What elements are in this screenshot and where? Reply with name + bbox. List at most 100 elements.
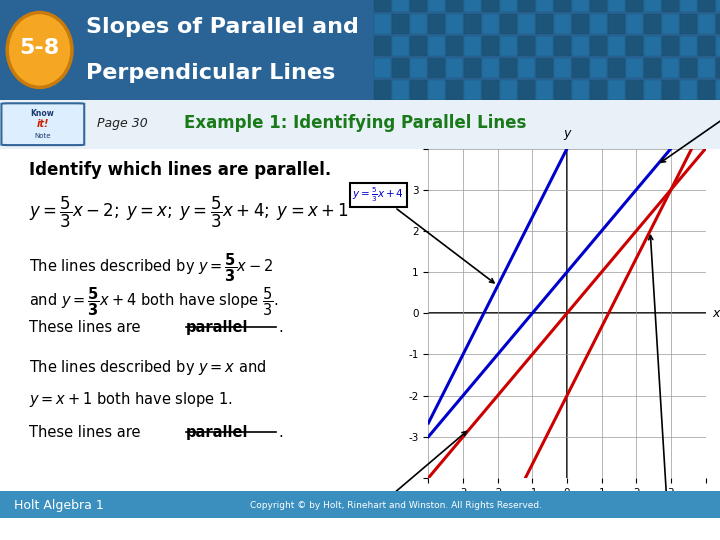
Bar: [572, 0, 589, 12]
Text: $y = x + 1$ both have slope 1.: $y = x + 1$ both have slope 1.: [29, 390, 233, 409]
Bar: [554, 14, 571, 34]
Bar: [662, 80, 679, 100]
Bar: [482, 14, 499, 34]
Bar: [374, 58, 391, 78]
Bar: [500, 58, 517, 78]
Bar: [410, 0, 427, 12]
Text: Slopes of Parallel and: Slopes of Parallel and: [86, 17, 359, 37]
Bar: [500, 36, 517, 56]
Bar: [374, 80, 391, 100]
Bar: [536, 0, 553, 12]
Polygon shape: [0, 100, 720, 149]
Bar: [680, 0, 697, 12]
Bar: [554, 0, 571, 12]
Bar: [590, 36, 607, 56]
Bar: [482, 58, 499, 78]
Bar: [626, 14, 643, 34]
Bar: [680, 58, 697, 78]
Text: parallel: parallel: [186, 424, 248, 440]
Bar: [464, 0, 481, 12]
Bar: [716, 0, 720, 12]
Bar: [698, 80, 715, 100]
Bar: [608, 0, 625, 12]
Text: $y = \frac{5}{3}x - 2$: $y = \frac{5}{3}x - 2$: [643, 235, 695, 540]
Bar: [626, 80, 643, 100]
Ellipse shape: [7, 12, 72, 87]
Bar: [482, 80, 499, 100]
Text: parallel: parallel: [186, 320, 248, 335]
Text: $y = \frac{5}{3}x + 4$: $y = \frac{5}{3}x + 4$: [352, 186, 494, 283]
Bar: [590, 0, 607, 12]
Bar: [590, 80, 607, 100]
Bar: [428, 80, 445, 100]
Text: x: x: [713, 307, 720, 320]
Bar: [518, 80, 535, 100]
Bar: [518, 58, 535, 78]
Bar: [464, 80, 481, 100]
Polygon shape: [0, 0, 720, 100]
Bar: [608, 80, 625, 100]
Text: These lines are: These lines are: [29, 320, 145, 335]
Polygon shape: [0, 491, 720, 518]
Bar: [500, 80, 517, 100]
Bar: [428, 58, 445, 78]
Bar: [536, 80, 553, 100]
Text: Page 30: Page 30: [97, 117, 148, 130]
Bar: [572, 36, 589, 56]
Bar: [536, 14, 553, 34]
Text: Copyright © by Holt, Rinehart and Winston. All Rights Reserved.: Copyright © by Holt, Rinehart and Winsto…: [250, 501, 542, 510]
Bar: [374, 0, 391, 12]
Text: Identify which lines are parallel.: Identify which lines are parallel.: [29, 160, 331, 179]
Bar: [518, 0, 535, 12]
Bar: [410, 14, 427, 34]
Bar: [374, 14, 391, 34]
Bar: [410, 36, 427, 56]
FancyBboxPatch shape: [1, 103, 84, 145]
Bar: [500, 0, 517, 12]
Bar: [554, 36, 571, 56]
Bar: [626, 0, 643, 12]
Bar: [446, 58, 463, 78]
Text: .: .: [278, 320, 283, 335]
Text: $y = x$: $y = x$: [352, 431, 467, 523]
Bar: [374, 36, 391, 56]
Bar: [446, 80, 463, 100]
Bar: [626, 58, 643, 78]
Bar: [482, 36, 499, 56]
Bar: [572, 14, 589, 34]
Text: $y = x + 1$: $y = x + 1$: [661, 89, 720, 163]
Bar: [608, 58, 625, 78]
Bar: [608, 14, 625, 34]
Bar: [698, 36, 715, 56]
Bar: [392, 80, 409, 100]
Bar: [464, 14, 481, 34]
Bar: [698, 58, 715, 78]
Bar: [536, 58, 553, 78]
Bar: [392, 36, 409, 56]
Text: $y = \dfrac{5}{3}x - 2;\; y = x;\; y = \dfrac{5}{3}x + 4;\; y = x + 1$: $y = \dfrac{5}{3}x - 2;\; y = x;\; y = \…: [29, 195, 348, 230]
Bar: [500, 14, 517, 34]
Bar: [572, 80, 589, 100]
Bar: [626, 36, 643, 56]
Polygon shape: [0, 518, 720, 540]
Bar: [410, 80, 427, 100]
Bar: [608, 36, 625, 56]
Bar: [464, 36, 481, 56]
Text: .: .: [278, 424, 283, 440]
Bar: [662, 58, 679, 78]
Bar: [446, 14, 463, 34]
Text: These lines are: These lines are: [29, 424, 145, 440]
Bar: [698, 14, 715, 34]
Bar: [680, 14, 697, 34]
Bar: [536, 36, 553, 56]
Text: Perpendicular Lines: Perpendicular Lines: [86, 63, 336, 83]
Bar: [644, 0, 661, 12]
Text: The lines described by $y = \dfrac{\mathbf{5}}{\mathbf{3}}x - 2$: The lines described by $y = \dfrac{\math…: [29, 252, 273, 284]
Bar: [392, 58, 409, 78]
Bar: [716, 36, 720, 56]
Bar: [680, 36, 697, 56]
Bar: [698, 0, 715, 12]
Text: Example 1: Identifying Parallel Lines: Example 1: Identifying Parallel Lines: [184, 114, 526, 132]
Bar: [590, 14, 607, 34]
Bar: [428, 14, 445, 34]
